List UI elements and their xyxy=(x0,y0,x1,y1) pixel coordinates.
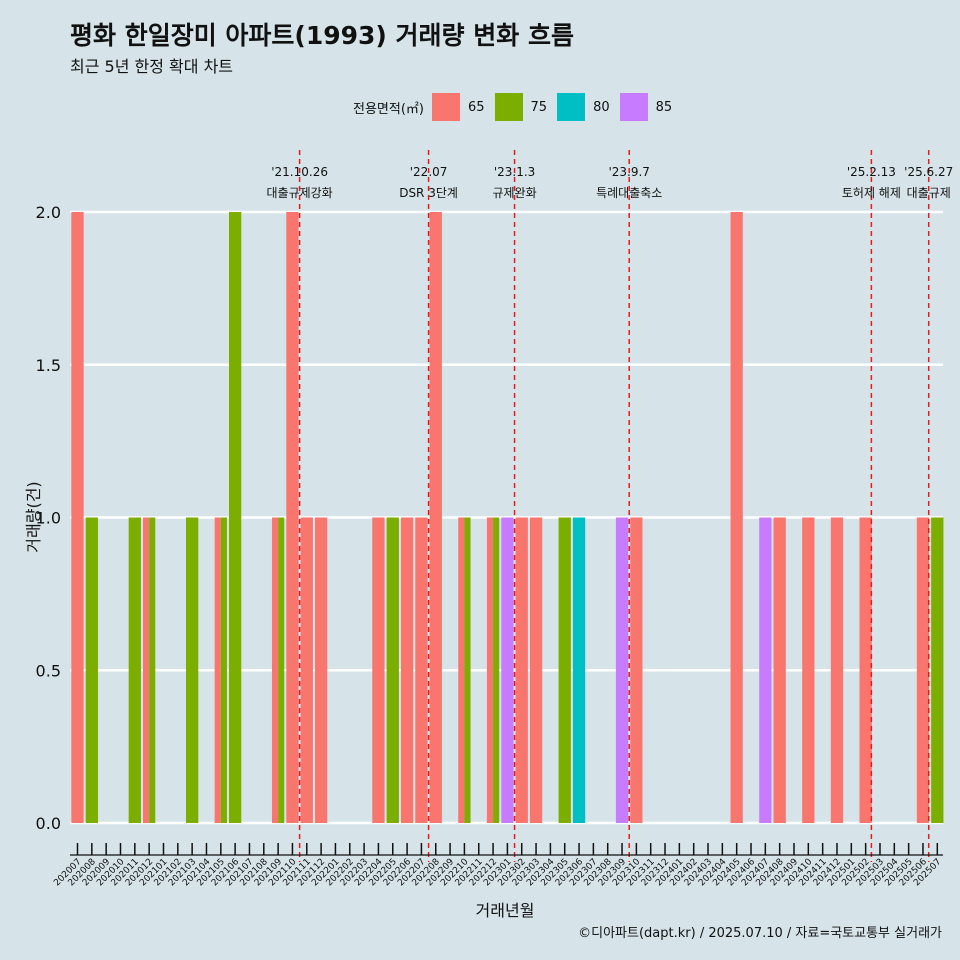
event-name-label: 규제완화 xyxy=(492,186,536,200)
bar-202506-65 xyxy=(916,517,930,823)
legend-item-85: 85 xyxy=(619,93,673,121)
bar-202412-65 xyxy=(830,517,844,823)
legend-key-65 xyxy=(431,93,460,121)
x-axis-label: 거래년월 xyxy=(475,901,535,920)
bar-202205-75 xyxy=(386,517,399,823)
chart-subtitle: 최근 5년 한정 확대 차트 xyxy=(70,57,234,76)
source-caption: ©디아파트(dapt.kr) / 2025.07.10 / 자료=국토교통부 실… xyxy=(578,926,942,941)
bar-202309-85 xyxy=(615,517,629,823)
legend-key-75 xyxy=(494,93,523,121)
event-date-label: '23.9.7 xyxy=(608,165,649,179)
bar-202011-75 xyxy=(128,517,141,823)
bars xyxy=(71,212,944,823)
bar-202302-65 xyxy=(515,517,528,823)
bar-202410-65 xyxy=(802,517,815,823)
y-tick-label: 0.5 xyxy=(36,661,61,680)
bar-202310-65 xyxy=(630,517,643,823)
bar-202106-75 xyxy=(228,212,242,823)
legend-label-75: 75 xyxy=(530,99,548,115)
event-date-label: '25.6.27 xyxy=(904,165,953,179)
bar-202210-75 xyxy=(464,517,471,823)
event-date-label: '25.2.13 xyxy=(847,165,896,179)
legend-key-85 xyxy=(619,93,648,121)
bar-202305-75 xyxy=(558,517,571,823)
bar-202105-65 xyxy=(214,517,221,823)
bar-202012-75 xyxy=(149,517,156,823)
bar-202407-85 xyxy=(759,517,772,823)
legend-item-65: 65 xyxy=(431,93,485,121)
event-date-label: '22.07 xyxy=(410,165,448,179)
bar-202105-75 xyxy=(220,517,227,823)
y-tick-label: 0.0 xyxy=(36,814,61,833)
bar-202206-65 xyxy=(400,517,414,823)
event-name-label: 특례대출축소 xyxy=(596,186,662,200)
bar-202110-65 xyxy=(286,212,299,823)
legend-label-80: 80 xyxy=(593,99,610,115)
bar-202207-65 xyxy=(415,517,428,823)
legend-item-75: 75 xyxy=(494,93,548,121)
bar-202012-65 xyxy=(143,517,150,823)
y-tick-label: 1.5 xyxy=(36,356,61,375)
event-date-label: '21.10.26 xyxy=(271,165,328,179)
bar-202405-65 xyxy=(730,212,743,823)
y-tick-label: 1.0 xyxy=(36,509,61,528)
legend-label-65: 65 xyxy=(467,99,485,115)
bar-202212-75 xyxy=(493,517,500,823)
event-name-label: DSR 3단계 xyxy=(399,186,458,200)
event-name-label: 토허제 해제 xyxy=(842,186,901,200)
bar-202112-65 xyxy=(314,517,328,823)
bar-202109-75 xyxy=(278,517,285,823)
bar-202007-65 xyxy=(71,212,84,823)
bar-202008-75 xyxy=(85,517,98,823)
event-date-label: '23.1.3 xyxy=(494,165,535,179)
bar-202204-65 xyxy=(372,517,385,823)
legend-label-85: 85 xyxy=(655,99,673,115)
event-name-label: 대출규제 xyxy=(907,186,951,200)
bar-202109-65 xyxy=(271,517,279,823)
event-lines: '21.10.26 대출규제강화 '22.07 DSR 3단계 '23.1.3 규제완화 '… xyxy=(266,150,953,862)
y-axis-label: 거래량(건) xyxy=(24,481,43,553)
bar-202212-65 xyxy=(486,517,494,823)
event-name-label: 대출규제강화 xyxy=(266,186,332,200)
bar-202111-65 xyxy=(300,517,313,823)
bar-202408-65 xyxy=(773,517,786,823)
bar-202502-65 xyxy=(859,517,872,823)
y-tick-label: 2.0 xyxy=(36,203,61,222)
bar-202507-75 xyxy=(931,517,944,823)
chart-title: 평화 한일장미 아파트(1993) 거래량 변화 흐름 xyxy=(70,21,574,50)
bar-202301-85 xyxy=(501,517,514,823)
bar-202210-65 xyxy=(458,517,465,823)
legend-item-80: 80 xyxy=(557,93,610,121)
bar-202303-65 xyxy=(529,517,543,823)
legend-title: 전용면적(㎡) xyxy=(353,101,424,117)
bar-202306-80 xyxy=(572,517,586,823)
legend-key-80 xyxy=(557,93,586,121)
bar-202208-65 xyxy=(429,212,442,823)
legend: 전용면적(㎡) 65 75 80 85 xyxy=(353,93,682,121)
bar-202103-75 xyxy=(185,517,199,823)
